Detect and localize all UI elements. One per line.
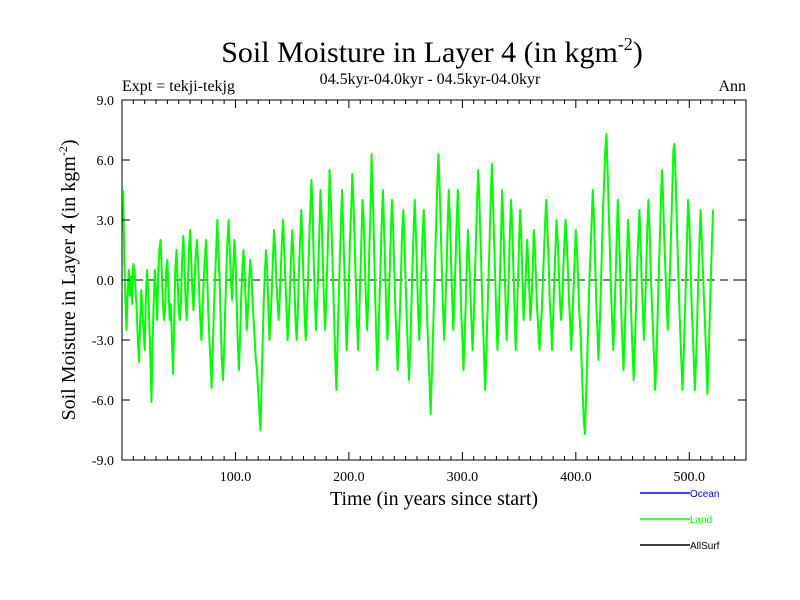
y-axis-ticks: -9.0 -6.0 -3.0 0.0 3.0 6.0 9.0 — [92, 94, 746, 469]
y-tick-label: -3.0 — [92, 334, 114, 349]
legend: Ocean Land AllSurf — [640, 489, 720, 552]
x-tick-label: 200.0 — [333, 470, 365, 485]
subtitle-left: Expt = tekji-tekjg — [122, 78, 235, 95]
y-tick-label: 6.0 — [97, 154, 115, 169]
x-axis-label: Time (in years since start) — [330, 488, 538, 510]
x-tick-label: 300.0 — [447, 470, 479, 485]
x-tick-label: 500.0 — [674, 470, 706, 485]
chart-title-sup: -2 — [618, 34, 633, 54]
x-axis-ticks: 100.0 200.0 300.0 400.0 500.0 — [132, 100, 736, 485]
subtitle-right: Ann — [718, 78, 746, 95]
subtitle-center: 04.5kyr-04.0kyr - 04.5kyr-04.0kyr — [320, 71, 541, 88]
y-tick-label: -9.0 — [92, 454, 114, 469]
y-axis-label: Soil Moisture in Layer 4 (in kgm-2) — [56, 139, 80, 420]
chart-title-main: Soil Moisture in Layer 4 (in kgm — [221, 36, 618, 69]
y-tick-label: 0.0 — [97, 274, 115, 289]
y-axis-label-sup: -2 — [56, 146, 70, 156]
y-tick-label: 3.0 — [97, 214, 115, 229]
legend-label-allsurf: AllSurf — [690, 541, 720, 552]
y-tick-label: 9.0 — [97, 94, 115, 109]
y-tick-label: -6.0 — [92, 394, 114, 409]
y-axis-label-main: Soil Moisture in Layer 4 (in kgm — [58, 156, 80, 421]
y-axis-label-close: ) — [58, 139, 80, 146]
x-tick-label: 400.0 — [560, 470, 592, 485]
legend-label-ocean: Ocean — [690, 489, 719, 500]
chart-title-close: ) — [633, 36, 643, 69]
x-tick-label: 100.0 — [220, 470, 252, 485]
legend-label-land: Land — [690, 515, 712, 526]
chart-title: Soil Moisture in Layer 4 (in kgm-2) — [221, 34, 643, 69]
series-line-land — [122, 133, 715, 435]
